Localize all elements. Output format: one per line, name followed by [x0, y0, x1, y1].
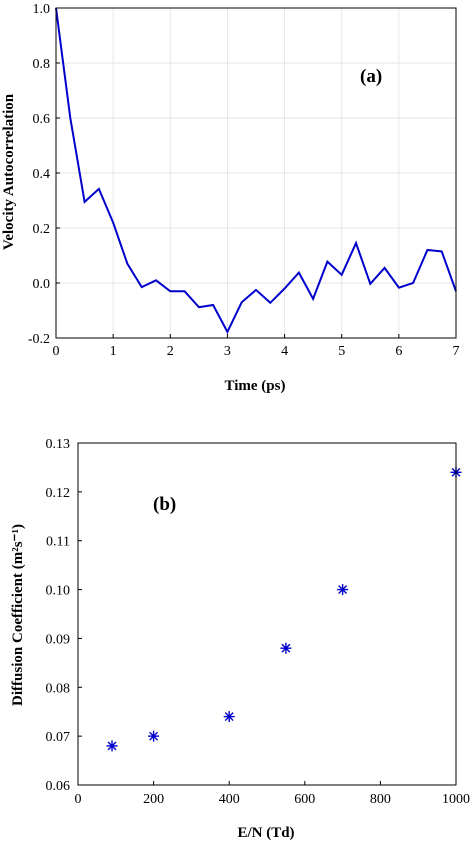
- data-point: [280, 642, 292, 654]
- y-tick-label: 0.10: [46, 584, 71, 599]
- y-tick-label: 0.6: [33, 112, 51, 127]
- y-tick-label: 0.2: [33, 222, 51, 237]
- y-tick-label: 0.06: [46, 779, 71, 794]
- panel-label-a: (a): [360, 66, 382, 87]
- x-tick-label: 4: [281, 344, 288, 359]
- x-tick-label: 400: [219, 792, 240, 807]
- y-tick-label: 0.8: [33, 57, 51, 72]
- plot-frame: [77, 442, 457, 786]
- y-axis-label: Diffusion Coefficient (m²s⁻¹): [10, 524, 26, 706]
- diffusion-coefficient-panel: 0 200 400 600 800 1000 0.06 0.07 0.08 0.09 0.10 0.1…: [10, 437, 470, 841]
- tick-labels: 0 200 400 600 800 1000 0.06 0.07 0.08 0.09 0.10 0.1…: [46, 437, 471, 807]
- x-tick-label: 2: [167, 344, 174, 359]
- x-tick-label: 6: [395, 344, 402, 359]
- x-tick-label: 3: [224, 344, 231, 359]
- x-tick-label: 7: [453, 344, 460, 359]
- tick-labels: 0 1 2 3 4 5 6 7 -0.2 0.0 0.2 0.4 0.6 0.8 1.0: [28, 2, 460, 359]
- y-tick-label: 0.0: [33, 277, 51, 292]
- x-tick-label: 600: [294, 792, 315, 807]
- y-tick-label: 1.0: [33, 2, 51, 17]
- x-tick-label: 5: [338, 344, 345, 359]
- data-point: [106, 740, 118, 752]
- data-point: [337, 584, 349, 596]
- y-axis-label: Velocity Autocorrelation: [1, 93, 17, 250]
- plot-frame: [55, 7, 457, 339]
- x-axis-label: Time (ps): [225, 378, 286, 394]
- y-tick-label: 0.07: [46, 730, 71, 745]
- x-tick-label: 1000: [442, 792, 470, 807]
- y-tick-label: 0.12: [46, 486, 71, 501]
- x-tick-label: 0: [53, 344, 60, 359]
- x-tick-label: 200: [143, 792, 164, 807]
- panel-label-b: (b): [153, 494, 176, 515]
- x-tick-label: 0: [75, 792, 82, 807]
- grid: [55, 7, 457, 339]
- velocity-autocorrelation-panel: 0 1 2 3 4 5 6 7 -0.2 0.0 0.2 0.4 0.6 0.8 1.0 (a) Time …: [1, 2, 460, 394]
- data-point: [223, 711, 235, 723]
- y-tick-label: 0.4: [33, 167, 51, 182]
- y-tick-label: -0.2: [28, 332, 50, 347]
- y-tick-label: 0.08: [46, 681, 71, 696]
- x-axis-label: E/N (Td): [237, 825, 294, 841]
- data-point: [148, 730, 160, 742]
- y-tick-label: 0.09: [46, 632, 71, 647]
- y-tick-label: 0.13: [46, 437, 71, 452]
- series-line: [55, 7, 457, 335]
- y-tick-label: 0.11: [46, 535, 70, 550]
- x-tick-label: 800: [370, 792, 391, 807]
- x-tick-label: 1: [110, 344, 117, 359]
